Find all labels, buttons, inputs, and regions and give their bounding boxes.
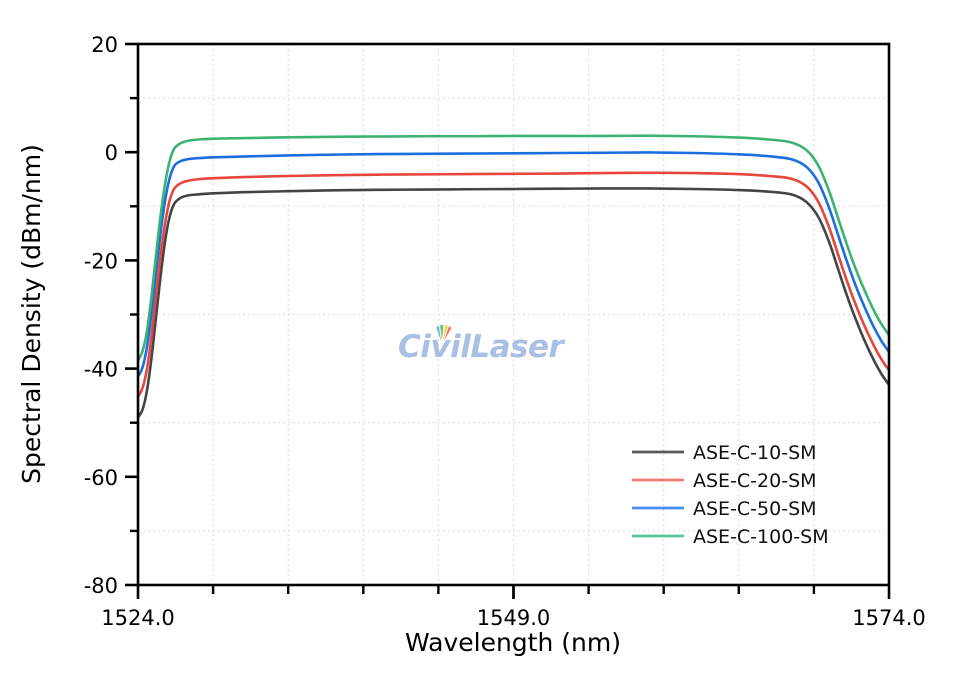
y-tick-label: 20 <box>91 33 118 57</box>
y-tick-label: -20 <box>84 249 118 273</box>
legend-label-0: ASE-C-10-SM <box>693 442 817 464</box>
y-axis-tick-labels: 20 0 -20 -40 -60 -80 <box>84 33 118 598</box>
y-tick-label: 0 <box>105 141 118 165</box>
axis-ticks <box>125 42 891 599</box>
x-axis-tick-labels: 1524.0 1549.0 1574.0 <box>101 606 925 630</box>
y-tick-label: -80 <box>84 574 118 598</box>
watermark-fan-icon <box>436 325 452 341</box>
series-line-0 <box>138 187 889 419</box>
watermark-text-civil: CivilLaser <box>398 329 565 365</box>
legend-label-3: ASE-C-100-SM <box>693 526 829 548</box>
y-tick-label: -60 <box>84 466 118 490</box>
y-tick-label: -40 <box>84 358 118 382</box>
series-line-1 <box>138 171 889 399</box>
legend-label-2: ASE-C-50-SM <box>693 498 817 520</box>
series-line-3 <box>138 134 889 362</box>
gridlines <box>138 44 889 585</box>
plot-frame <box>136 42 891 587</box>
x-axis-title: Wavelength (nm) <box>405 628 621 657</box>
data-series-group <box>138 134 889 419</box>
x-tick-label: 1524.0 <box>101 606 174 630</box>
series-line-2 <box>138 151 889 379</box>
chart-legend: ASE-C-10-SM ASE-C-20-SM ASE-C-50-SM ASE-C-1… <box>632 442 829 548</box>
legend-label-1: ASE-C-20-SM <box>693 470 817 492</box>
x-tick-label: 1549.0 <box>477 606 550 630</box>
x-tick-label: 1574.0 <box>852 606 925 630</box>
y-axis-title: Spectral Density (dBm/nm) <box>17 144 46 484</box>
watermark-civillaser: CivilLaser <box>398 325 566 365</box>
